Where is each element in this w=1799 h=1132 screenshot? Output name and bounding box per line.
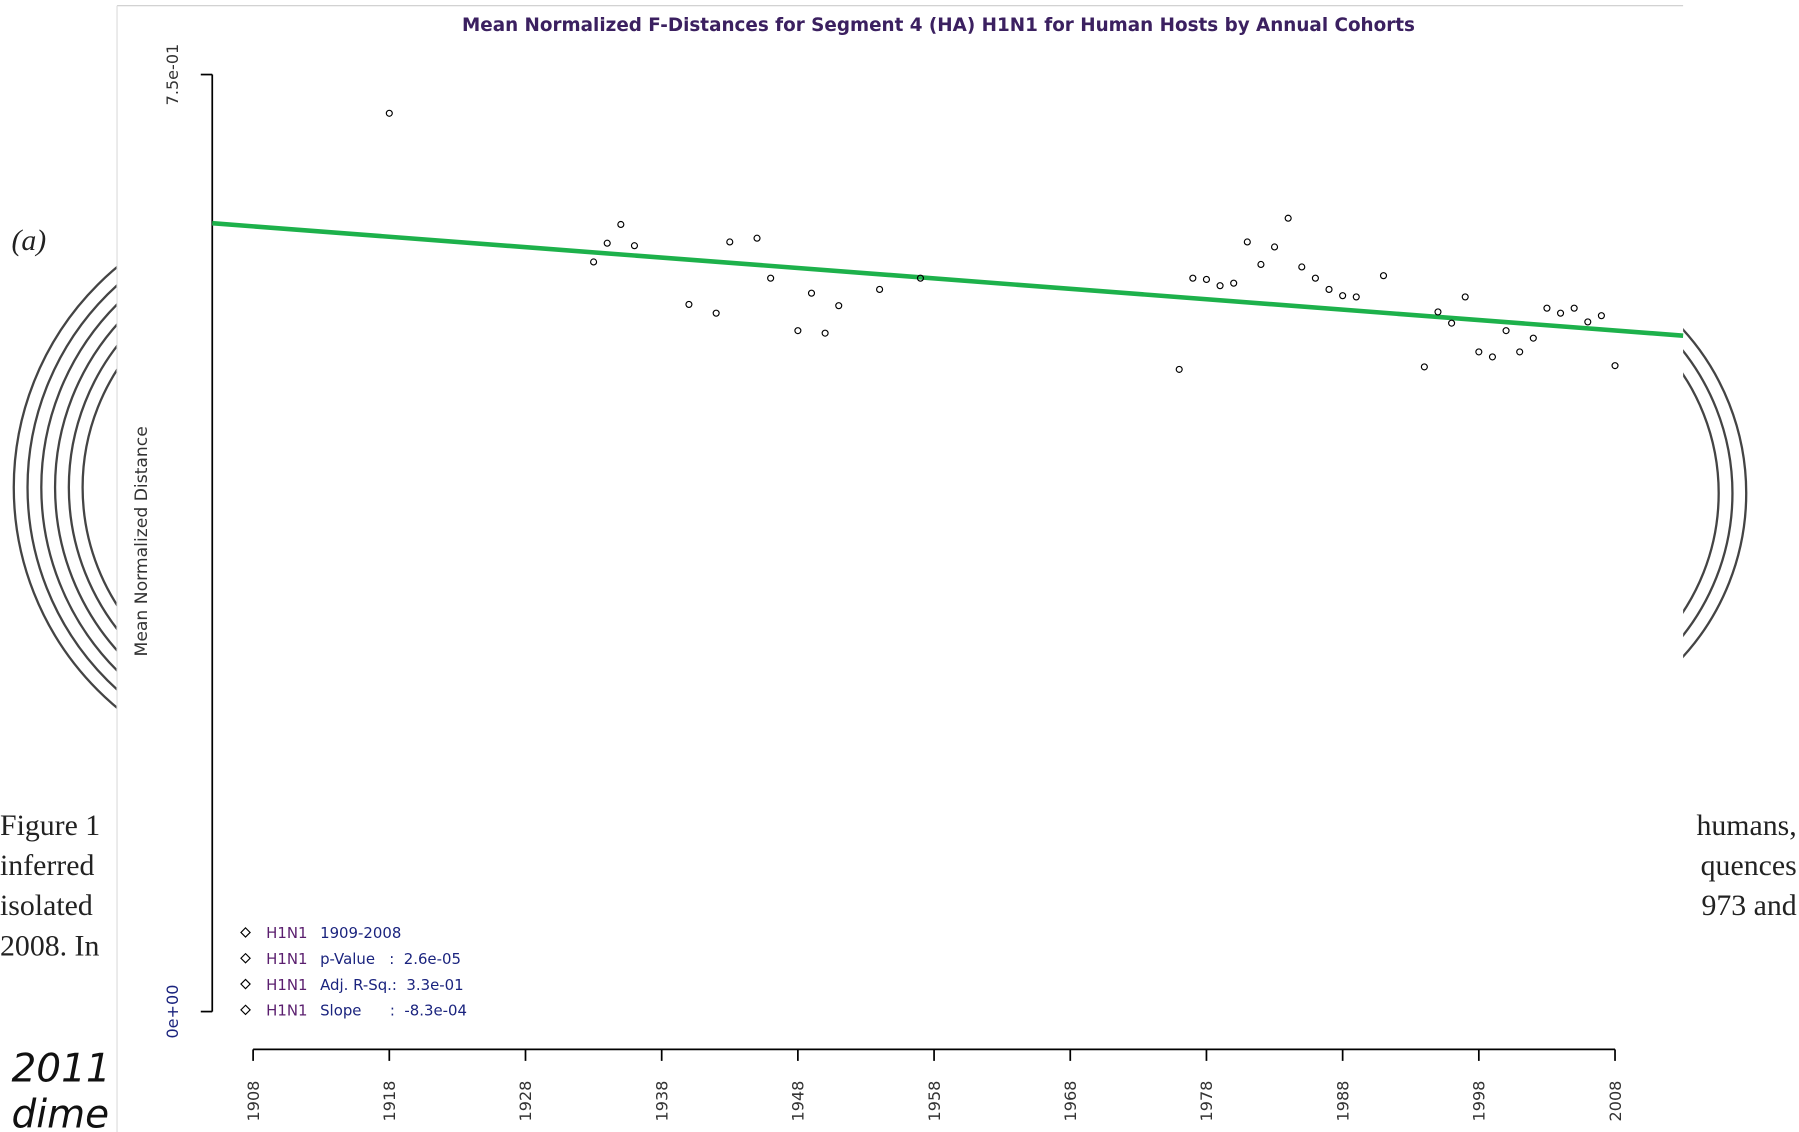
y-tick-label: 7.5e-01 [163,44,182,106]
page: {"background":{"label":"(a)","left_lines… [0,0,1799,1132]
x-tick-label: 1908 [244,1081,263,1122]
legend-text: Adj. R-Sq.: 3.3e-01 [320,976,464,994]
legend-text: 1909-2008 [320,924,401,942]
x-tick-label: 1918 [380,1081,399,1122]
panel-label: (a) [11,224,46,257]
legend-text: Slope : -8.3e-04 [320,1002,467,1020]
x-tick-label: 2008 [1606,1081,1625,1122]
body-text: humans, [1696,809,1796,842]
body-text: 2008. In [0,929,99,962]
legend-name: H1N1 [266,976,307,994]
body-text: inferred [0,849,94,882]
legend-text: p-Value : 2.6e-05 [320,950,461,968]
body-text: 973 and [1701,889,1796,922]
x-tick-label: 1958 [925,1081,944,1122]
chart-title: Mean Normalized F-Distances for Segment … [462,15,1415,36]
body-text: quences [1701,849,1797,882]
screenshot: (a) Figure 1 inferred isolated 2008. In huma… [0,0,1799,1132]
x-tick-label: 1978 [1197,1081,1216,1122]
body-text: dime [11,1092,109,1132]
legend-name: H1N1 [266,924,307,942]
body-text: 2011 [11,1047,110,1092]
x-tick-label: 1998 [1470,1081,1489,1122]
x-tick-label: 1928 [516,1081,535,1122]
body-text: Figure 1 [0,809,100,842]
y-axis-label: Mean Normalized Distance [132,426,152,656]
x-tick-label: 1968 [1061,1081,1080,1122]
legend-name: H1N1 [266,950,307,968]
y-tick-label: 0e+00 [163,985,182,1039]
legend-name: H1N1 [266,1002,307,1020]
x-tick-label: 1988 [1333,1081,1352,1122]
body-text: isolated [0,889,93,922]
x-tick-label: 1948 [789,1081,808,1122]
x-tick-label: 1938 [652,1081,671,1122]
